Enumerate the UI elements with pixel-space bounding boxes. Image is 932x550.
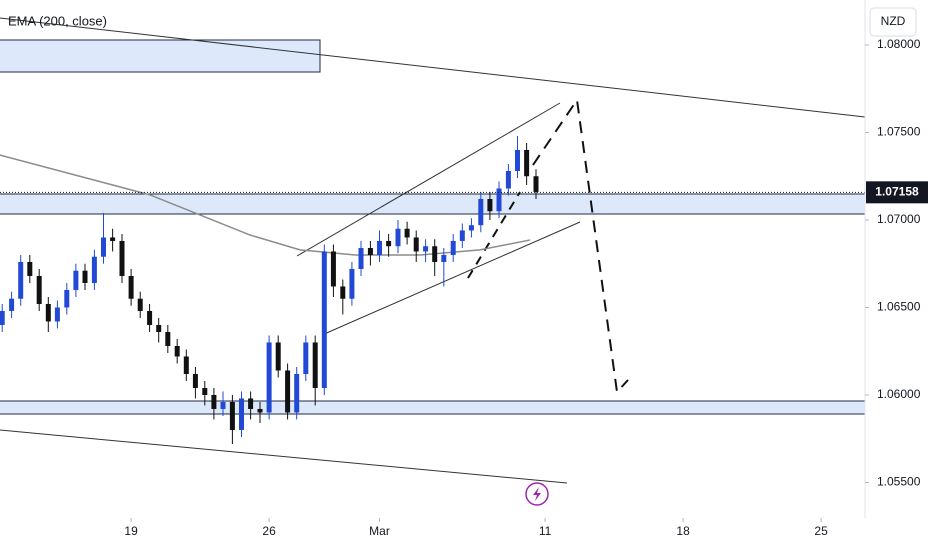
candle-body xyxy=(101,237,107,257)
candle-body xyxy=(174,345,180,357)
candle-body xyxy=(137,298,143,311)
candle-body xyxy=(395,228,401,247)
candle-body xyxy=(18,261,24,299)
currency-label: NZD xyxy=(881,14,906,28)
candle-body xyxy=(450,240,456,255)
resistance-zone xyxy=(0,193,866,215)
support-zone xyxy=(0,400,866,415)
candle-body xyxy=(110,237,116,241)
candle-body xyxy=(303,342,309,374)
candle-body xyxy=(404,228,410,238)
y-tick-label: 1.07500 xyxy=(877,125,921,139)
x-tick-label: 11 xyxy=(539,524,552,538)
projection-path xyxy=(532,97,629,395)
y-tick-label: 1.06500 xyxy=(877,300,921,314)
candle-body xyxy=(0,310,5,325)
candle-body xyxy=(496,188,502,212)
ema-line xyxy=(0,154,531,256)
candle-body xyxy=(459,230,465,241)
candle-body xyxy=(183,356,189,374)
candle-body xyxy=(294,373,300,413)
projection-path xyxy=(467,191,521,279)
supply-zone xyxy=(0,39,321,73)
last-price-label: 1.07158 xyxy=(875,184,919,198)
candle-body xyxy=(524,149,530,177)
analysis-drawings xyxy=(0,17,866,484)
candle-body xyxy=(220,401,226,409)
candle-body xyxy=(358,247,364,269)
candle-body xyxy=(478,198,484,226)
candle-body xyxy=(441,254,447,262)
candle-body xyxy=(367,247,373,255)
channel-line xyxy=(296,102,561,257)
y-axis: 1.05500 1.06000 1.06500 1.07000 1.07500 1.080… xyxy=(124,37,928,538)
x-tick-label: 25 xyxy=(814,524,828,538)
candle-body xyxy=(27,261,33,276)
candle-body xyxy=(468,225,474,231)
candle-body xyxy=(9,298,15,311)
candle-body xyxy=(73,270,79,290)
indicator-legend: EMA (200, close) xyxy=(8,13,107,28)
x-tick-label: 26 xyxy=(262,524,276,538)
candle-body xyxy=(192,373,198,388)
candle-body xyxy=(515,149,521,171)
candle-body xyxy=(423,246,429,252)
candle-body xyxy=(128,275,134,299)
candle-body xyxy=(147,310,153,325)
candle-body xyxy=(229,401,235,430)
candle-body xyxy=(349,268,355,299)
candle-body xyxy=(487,198,493,212)
candle-body xyxy=(321,251,327,388)
candle-body xyxy=(202,387,208,395)
candle-body xyxy=(36,275,42,304)
candle-body xyxy=(45,303,51,322)
candle-body xyxy=(91,256,97,283)
trend-line xyxy=(0,17,866,118)
candle-body xyxy=(119,240,125,276)
candle-body xyxy=(432,246,438,262)
trend-line xyxy=(0,429,568,484)
candle-body xyxy=(211,394,217,409)
candle-body xyxy=(377,240,383,255)
y-tick-label: 1.07000 xyxy=(877,212,921,226)
y-tick-label: 1.06000 xyxy=(877,387,921,401)
y-tick-label: 1.05500 xyxy=(877,475,921,489)
candle-body xyxy=(266,342,272,413)
lightning-icon xyxy=(533,487,541,501)
x-tick-label: 18 xyxy=(676,524,690,538)
candle-body xyxy=(330,251,336,287)
candle-body xyxy=(340,286,346,299)
candle-body xyxy=(312,342,318,388)
candle-body xyxy=(82,270,88,283)
candle-body xyxy=(413,237,419,252)
candle-body xyxy=(533,176,539,192)
plot xyxy=(0,135,865,444)
candle-body xyxy=(248,398,254,409)
x-tick-label: Mar xyxy=(369,524,390,538)
candle-body xyxy=(386,240,392,247)
candle-body xyxy=(239,398,245,430)
x-tick-label: 19 xyxy=(124,524,138,538)
candle-body xyxy=(275,342,281,371)
event-icon xyxy=(525,482,549,506)
candle-body xyxy=(505,170,511,189)
y-tick-label: 1.08000 xyxy=(877,37,921,51)
candle-body xyxy=(64,289,70,308)
last-price-box xyxy=(866,181,928,204)
candle-body xyxy=(165,331,171,346)
candle-body xyxy=(156,324,162,332)
channel-line xyxy=(321,221,581,336)
currency-box xyxy=(869,7,917,37)
candle-body xyxy=(257,408,263,413)
candle-body xyxy=(285,370,291,413)
candle-body xyxy=(54,307,60,322)
